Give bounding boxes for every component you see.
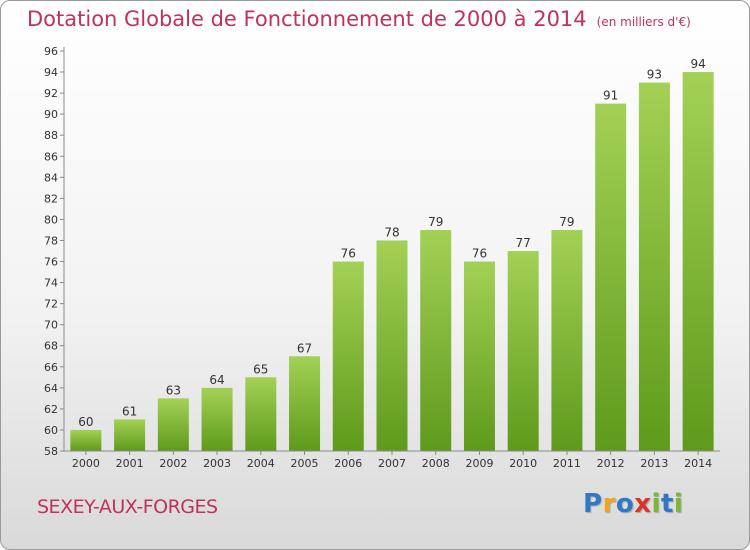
- y-tick-label: 76: [44, 256, 58, 269]
- bar: [507, 251, 539, 451]
- chart-title-block: Dotation Globale de Fonctionnement de 20…: [27, 7, 691, 31]
- bar-value-label: 76: [472, 247, 487, 261]
- y-tick-label: 74: [44, 277, 58, 290]
- bar-value-label: 61: [122, 404, 137, 418]
- y-tick-label: 86: [44, 150, 58, 163]
- bar: [332, 261, 364, 451]
- bar-value-label: 91: [603, 89, 618, 103]
- bar-value-label: 64: [209, 373, 224, 387]
- commune-name: SEXEY-AUX-FORGES: [37, 496, 218, 518]
- bar-value-label: 79: [428, 215, 443, 229]
- y-tick-label: 90: [44, 108, 58, 121]
- bar: [289, 356, 321, 451]
- logo-letter: r: [602, 489, 616, 519]
- bar-value-label: 65: [253, 362, 268, 376]
- x-tick-label: 2009: [465, 457, 493, 470]
- x-tick-label: 2007: [378, 457, 406, 470]
- y-tick-label: 96: [44, 45, 58, 58]
- chart-unit: (en milliers d'€): [596, 15, 691, 29]
- logo-letter: t: [660, 489, 674, 519]
- bar-value-label: 67: [297, 341, 312, 355]
- y-tick-label: 88: [44, 129, 58, 142]
- y-tick-label: 92: [44, 87, 58, 100]
- y-tick-label: 66: [44, 361, 58, 374]
- y-tick-label: 68: [44, 340, 58, 353]
- bar-value-label: 63: [166, 383, 181, 397]
- logo-letter: P: [583, 489, 603, 519]
- logo-letter: o: [615, 489, 635, 519]
- bar: [114, 419, 146, 451]
- y-tick-label: 82: [44, 192, 58, 205]
- proxiti-logo: Proxiti: [583, 489, 683, 519]
- x-tick-label: 2000: [72, 457, 100, 470]
- y-tick-label: 70: [44, 319, 58, 332]
- x-tick-label: 2006: [334, 457, 362, 470]
- x-tick-label: 2004: [247, 457, 275, 470]
- y-tick-label: 58: [44, 445, 58, 458]
- logo-letter: i: [673, 489, 684, 519]
- bar: [245, 377, 277, 451]
- y-tick-label: 78: [44, 234, 58, 247]
- bar: [70, 429, 102, 451]
- chart-title: Dotation Globale de Fonctionnement de 20…: [27, 7, 587, 31]
- x-tick-label: 2012: [597, 457, 625, 470]
- x-tick-label: 2010: [509, 457, 537, 470]
- bar-value-label: 78: [384, 225, 399, 239]
- bar-value-label: 79: [559, 215, 574, 229]
- bar-value-label: 77: [516, 236, 531, 250]
- bar: [201, 387, 233, 451]
- bar: [376, 240, 408, 451]
- bar: [638, 82, 670, 451]
- bar: [420, 229, 452, 451]
- bar: [157, 398, 189, 451]
- x-tick-label: 2002: [159, 457, 187, 470]
- bar-value-label: 94: [690, 57, 705, 71]
- x-tick-label: 2014: [684, 457, 712, 470]
- logo-letter: x: [634, 489, 652, 519]
- x-tick-label: 2013: [640, 457, 668, 470]
- y-tick-label: 84: [44, 171, 58, 184]
- bar-value-label: 93: [647, 68, 662, 82]
- bar: [551, 229, 583, 451]
- y-tick-label: 72: [44, 298, 58, 311]
- x-tick-label: 2005: [291, 457, 319, 470]
- x-tick-label: 2003: [203, 457, 231, 470]
- logo-letter: i: [651, 489, 661, 519]
- y-tick-label: 62: [44, 403, 58, 416]
- bar-value-label: 60: [78, 415, 93, 429]
- bar: [463, 261, 495, 451]
- y-tick-label: 94: [44, 66, 58, 79]
- y-tick-label: 80: [44, 213, 58, 226]
- y-tick-label: 64: [44, 382, 58, 395]
- bar: [682, 72, 714, 451]
- x-tick-label: 2008: [422, 457, 450, 470]
- y-tick-label: 60: [44, 424, 58, 437]
- bar-value-label: 76: [341, 247, 356, 261]
- x-tick-label: 2011: [553, 457, 581, 470]
- x-tick-label: 2001: [116, 457, 144, 470]
- bar: [595, 103, 627, 451]
